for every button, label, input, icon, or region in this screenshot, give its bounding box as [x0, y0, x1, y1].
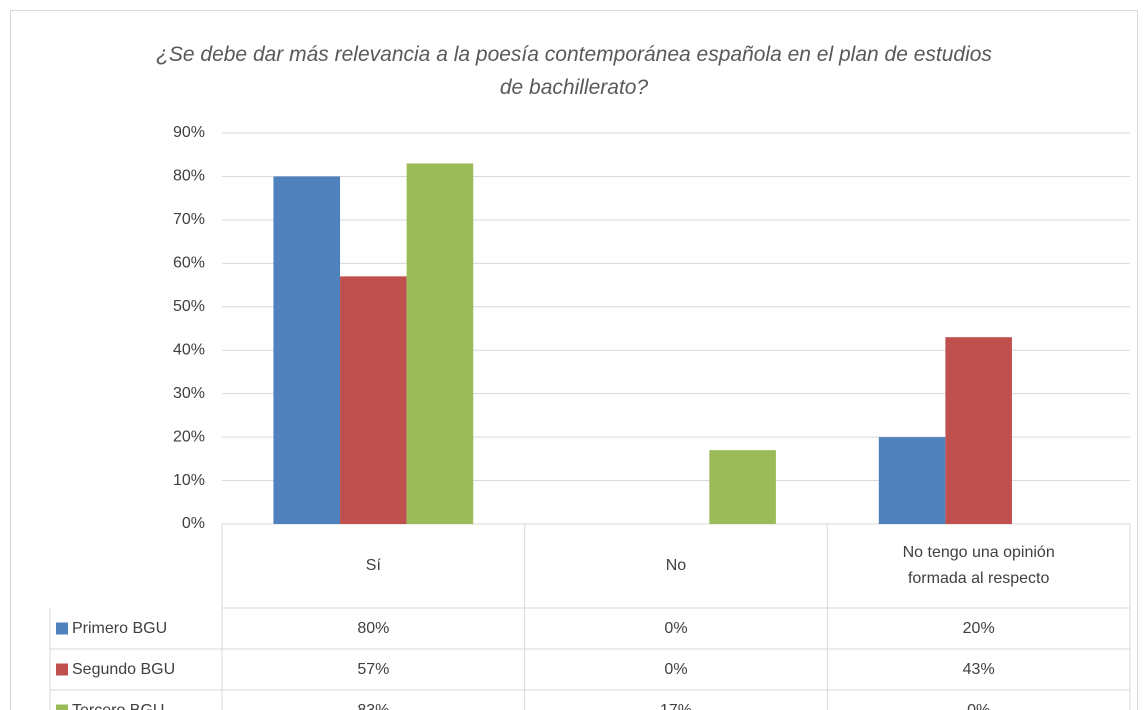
frame — [10, 10, 1138, 710]
bar — [945, 337, 1012, 524]
legend-key — [56, 704, 68, 710]
y-tick-label: 0% — [182, 515, 205, 532]
y-tick-label: 70% — [173, 211, 205, 228]
legend-label: Primero BGU — [72, 619, 168, 637]
table-value: 80% — [357, 619, 390, 637]
y-tick-label: 90% — [173, 124, 205, 141]
table-value: 83% — [357, 701, 390, 710]
y-tick-label: 80% — [173, 168, 205, 185]
table-value: 20% — [962, 619, 995, 637]
legend-key — [56, 622, 68, 635]
category-header: Sí — [365, 557, 381, 574]
y-tick-label: 30% — [173, 385, 205, 402]
table-value: 0% — [664, 619, 688, 637]
category-header: No tengo una opinión formada al respecto — [902, 544, 1055, 587]
y-tick-label: 10% — [173, 472, 205, 489]
table-value: 0% — [967, 701, 991, 710]
legend-label: Tercero BGU — [72, 701, 165, 710]
y-tick-label: 60% — [173, 255, 205, 272]
y-tick-label: 20% — [173, 428, 205, 445]
chart-title: ¿Se debe dar más relevancia a la poesía … — [156, 43, 992, 99]
bar — [273, 176, 341, 524]
legend-key — [56, 663, 68, 676]
bar — [340, 276, 407, 524]
table-value: 0% — [664, 660, 688, 678]
bar — [878, 437, 946, 524]
bar — [406, 163, 474, 524]
category-header: No — [665, 557, 687, 574]
table-value: 17% — [659, 701, 692, 710]
legend-label: Segundo BGU — [72, 660, 176, 678]
table-value: 57% — [357, 660, 390, 678]
y-tick-label: 40% — [173, 341, 205, 358]
y-tick-label: 50% — [173, 298, 205, 315]
bar — [709, 450, 776, 524]
table-value: 43% — [962, 660, 995, 678]
